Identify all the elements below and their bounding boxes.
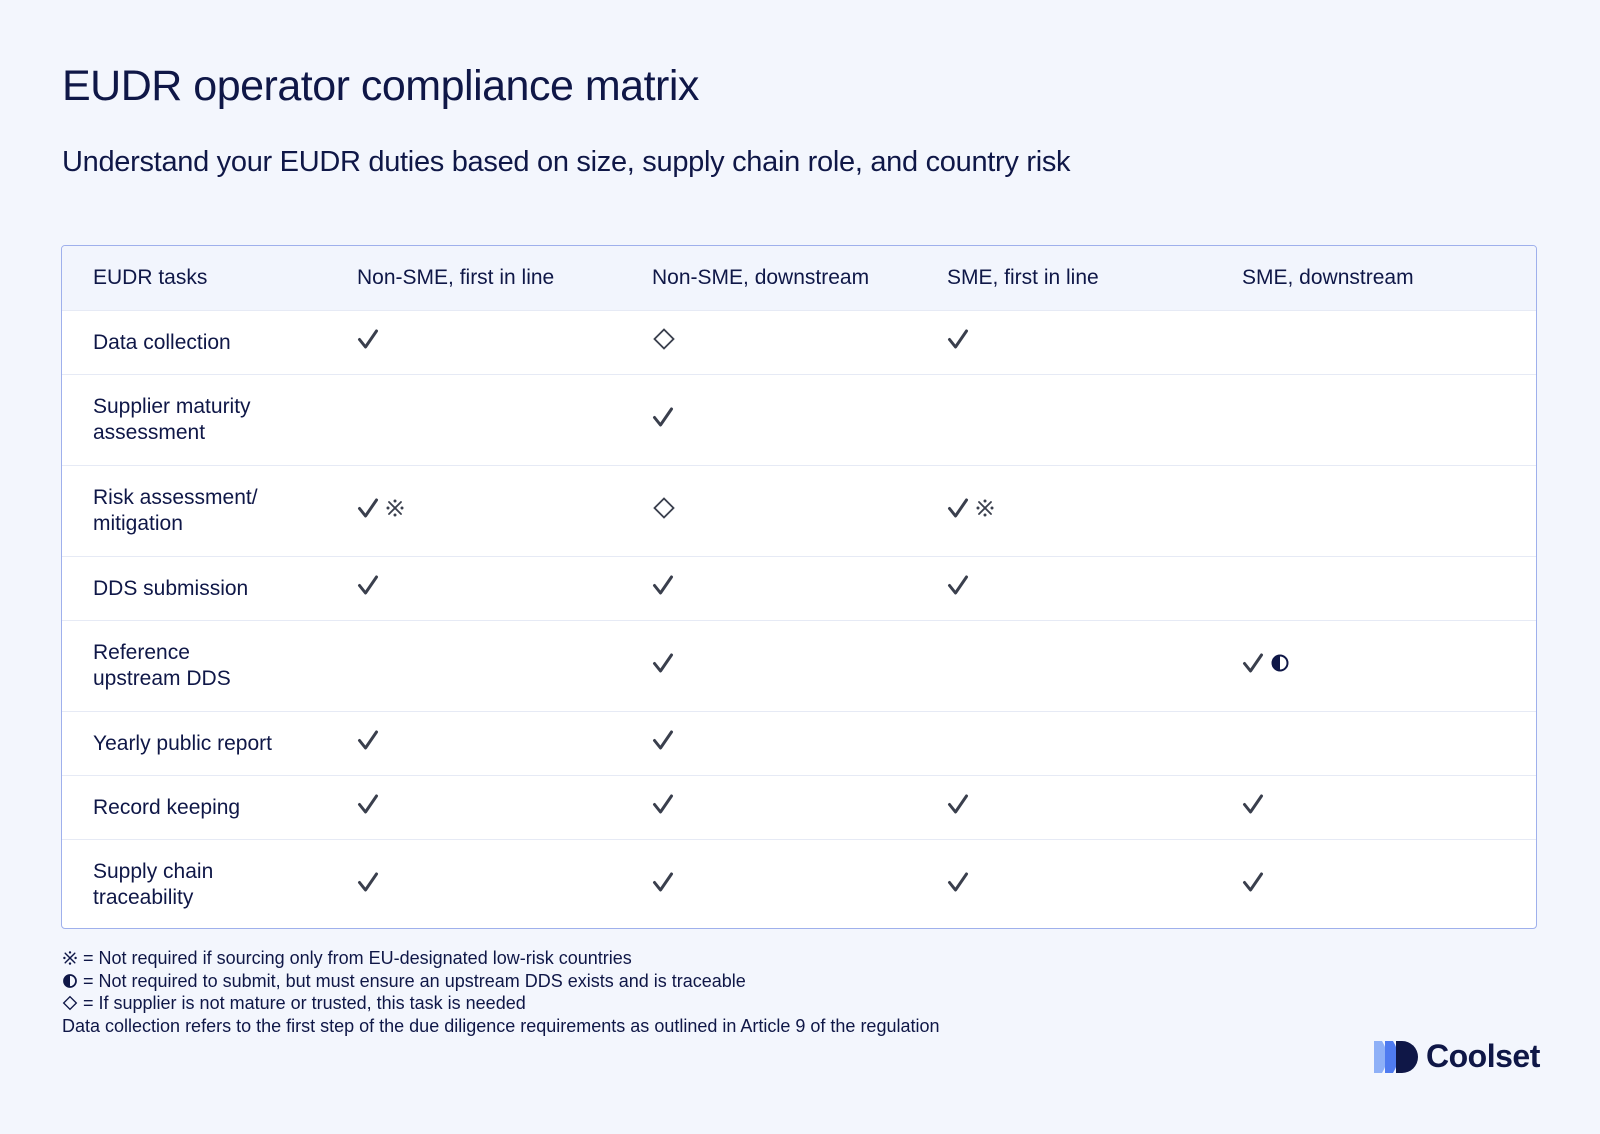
mark-cell: [1242, 498, 1533, 524]
mark-cell: [947, 498, 1242, 524]
task-label: Supplier maturity assessment: [93, 395, 251, 444]
footnote-data-collection: Data collection refers to the first step…: [62, 1015, 940, 1036]
table-row: Yearly public report: [62, 711, 1536, 775]
mark-cell: [357, 574, 652, 603]
check-icon: [652, 871, 674, 900]
diamond-icon: [62, 994, 78, 1011]
check-icon: [357, 793, 379, 822]
column-header-tasks: EUDR tasks: [93, 266, 208, 289]
check-icon: [652, 729, 674, 758]
mark-cell: [652, 872, 947, 898]
mark-cell: [947, 328, 1242, 357]
table-row: Supply chain traceability: [62, 839, 1536, 928]
table-row: Reference upstream DDS: [62, 620, 1536, 711]
mark-cell: [1242, 407, 1533, 433]
brand-name: Coolset: [1426, 1038, 1540, 1074]
check-icon: [357, 497, 379, 526]
check-icon: [947, 871, 969, 900]
mark-cell: [652, 653, 947, 679]
mark-cell: [652, 496, 947, 527]
diamond-icon: [652, 327, 676, 358]
mark-cell: [947, 731, 1242, 757]
mark-cell: [357, 407, 652, 433]
footnote-text: = If supplier is not mature or trusted, …: [83, 993, 526, 1013]
column-header-sme-first: SME, first in line: [947, 266, 1099, 289]
check-icon: [947, 497, 969, 526]
task-label: Yearly public report: [93, 731, 272, 755]
task-label: Reference upstream DDS: [93, 641, 231, 690]
check-icon: [1242, 793, 1264, 822]
check-icon: [652, 406, 674, 435]
check-icon: [357, 729, 379, 758]
mark-cell: [357, 793, 652, 822]
task-label: Risk assessment/ mitigation: [93, 486, 258, 535]
footnote-reference-mark: = Not required if sourcing only from EU-…: [62, 947, 940, 970]
mark-cell: [652, 574, 947, 603]
check-icon: [1242, 652, 1264, 681]
task-label: Record keeping: [93, 795, 241, 819]
mark-cell: [1242, 330, 1533, 356]
half-circle-icon: [62, 972, 78, 988]
footnote-half-circle: = Not required to submit, but must ensur…: [62, 970, 940, 993]
mark-cell: [1242, 576, 1533, 602]
column-header-sme-downstream: SME, downstream: [1242, 266, 1414, 289]
table-header-row: EUDR tasks Non-SME, first in line Non-SM…: [62, 246, 1536, 310]
mark-cell: [357, 872, 652, 898]
mark-cell: [357, 729, 652, 758]
diamond-icon: [652, 496, 676, 527]
footnotes: = Not required if sourcing only from EU-…: [62, 947, 940, 1037]
table-row: DDS submission: [62, 556, 1536, 620]
table-row: Record keeping: [62, 775, 1536, 839]
footnote-text: = Not required if sourcing only from EU-…: [83, 948, 632, 968]
compliance-matrix-table: EUDR tasks Non-SME, first in line Non-SM…: [61, 245, 1537, 929]
check-icon: [947, 328, 969, 357]
task-label: Data collection: [93, 330, 231, 354]
reference-mark-icon: [385, 498, 405, 525]
table-row: Risk assessment/ mitigation: [62, 465, 1536, 556]
check-icon: [357, 328, 379, 357]
mark-cell: [652, 407, 947, 433]
brand-logo: Coolset: [1374, 1038, 1540, 1075]
mark-cell: [947, 793, 1242, 822]
mark-cell: [1242, 731, 1533, 757]
reference-mark-icon: [975, 498, 995, 525]
mark-cell: [652, 793, 947, 822]
mark-cell: [357, 653, 652, 679]
table-row: Data collection: [62, 310, 1536, 374]
mark-cell: [357, 498, 652, 524]
column-header-non-sme-first: Non-SME, first in line: [357, 266, 555, 289]
mark-cell: [947, 574, 1242, 603]
mark-cell: [947, 407, 1242, 433]
mark-cell: [357, 328, 652, 357]
column-header-non-sme-downstream: Non-SME, downstream: [652, 266, 870, 289]
task-label: DDS submission: [93, 576, 249, 600]
footnote-text: = Not required to submit, but must ensur…: [83, 970, 746, 991]
mark-cell: [1242, 653, 1533, 679]
coolset-logo-icon: [1374, 1040, 1418, 1073]
mark-cell: [1242, 872, 1533, 898]
mark-cell: [652, 729, 947, 758]
page-subtitle: Understand your EUDR duties based on siz…: [62, 146, 1071, 178]
check-icon: [357, 871, 379, 900]
mark-cell: [1242, 793, 1533, 822]
mark-cell: [947, 653, 1242, 679]
check-icon: [947, 793, 969, 822]
check-icon: [652, 652, 674, 681]
reference-mark-icon: [62, 949, 78, 965]
page-title: EUDR operator compliance matrix: [62, 62, 699, 110]
mark-cell: [652, 327, 947, 358]
check-icon: [1242, 871, 1264, 900]
table-row: Supplier maturity assessment: [62, 374, 1536, 465]
mark-cell: [947, 872, 1242, 898]
task-label: Supply chain traceability: [93, 860, 214, 909]
half-circle-icon: [1270, 653, 1290, 680]
check-icon: [947, 574, 969, 603]
check-icon: [357, 574, 379, 603]
check-icon: [652, 574, 674, 603]
footnote-diamond: = If supplier is not mature or trusted, …: [62, 992, 940, 1015]
check-icon: [652, 793, 674, 822]
